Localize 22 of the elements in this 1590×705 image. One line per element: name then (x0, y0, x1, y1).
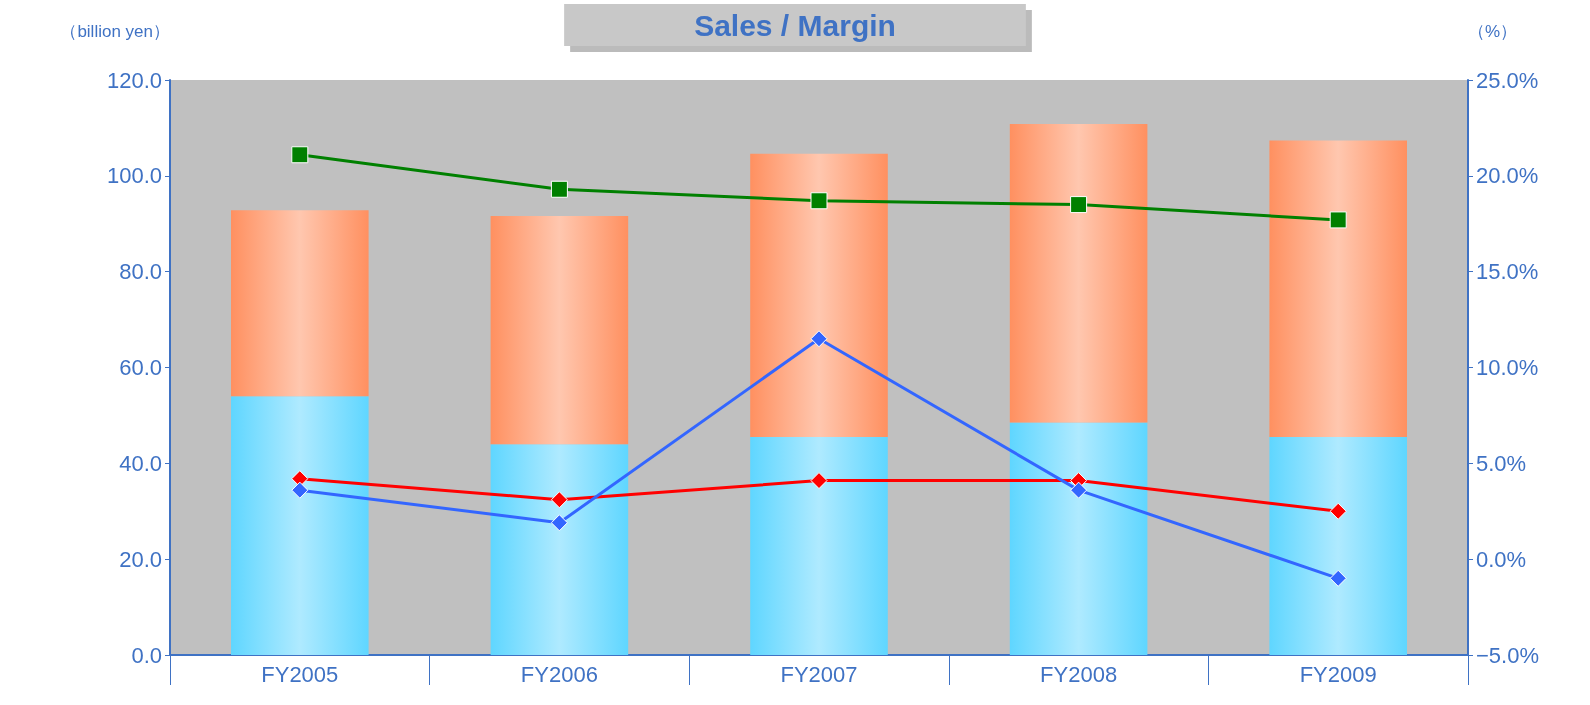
y2-tick-label: −5.0% (1476, 642, 1539, 668)
y2-tick-label: 20.0% (1476, 163, 1539, 189)
y2-tick-label: 5.0% (1476, 450, 1527, 476)
y2-axis-title: （%） (1468, 22, 1518, 41)
y-tick-label: 80.0 (119, 259, 162, 285)
y-tick-label: 0.0 (131, 642, 162, 668)
y2-tick-label: 0.0% (1476, 546, 1527, 572)
y-tick-label: 60.0 (119, 355, 162, 380)
y-axis-title: （billion yen） (60, 22, 170, 41)
chart-title: Sales / Margin (694, 8, 896, 42)
y-tick-label: 120.0 (106, 67, 162, 93)
y-tick-label: 100.0 (106, 163, 162, 189)
y-tick-label: 40.0 (119, 450, 162, 476)
x-tick-label: FY2008 (1040, 661, 1118, 687)
y2-tick-label: 10.0% (1476, 355, 1539, 380)
y2-tick-label: 25.0% (1476, 67, 1539, 93)
y2-tick-label: 15.0% (1476, 259, 1539, 285)
x-tick-label: FY2006 (520, 661, 598, 687)
x-tick-label: FY2009 (1299, 661, 1377, 687)
x-tick-label: FY2005 (261, 661, 339, 687)
y-tick-label: 20.0 (119, 546, 162, 572)
x-tick-label: FY2007 (780, 661, 858, 687)
